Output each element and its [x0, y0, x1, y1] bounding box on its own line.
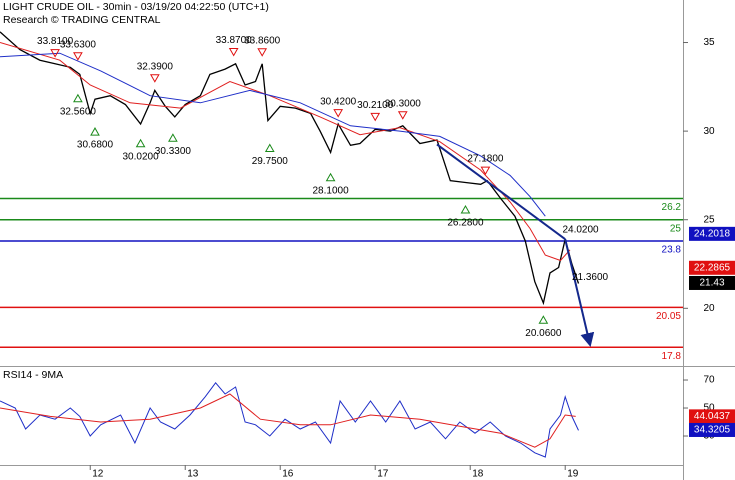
low-marker — [73, 93, 83, 103]
price-label: 21.3600 — [572, 272, 609, 283]
price-tag-label: 24.2018 — [694, 228, 731, 239]
y-tick-label: 25 — [703, 214, 715, 225]
price-tag — [689, 226, 735, 241]
high-label: 33.8600 — [244, 35, 281, 46]
low-marker — [135, 138, 146, 148]
y-tick-label: 20 — [703, 303, 715, 314]
price-label: 24.0200 — [562, 225, 599, 236]
x-tick-label: 17 — [377, 469, 389, 480]
series-line — [0, 52, 546, 217]
price-tag — [689, 422, 735, 437]
high-label: 32.3900 — [137, 61, 174, 72]
x-tick-label: 16 — [282, 469, 294, 480]
high-label: 30.4200 — [320, 96, 357, 107]
level-label: 17.8 — [662, 351, 682, 362]
low-label: 29.7500 — [252, 156, 289, 167]
y-tick-label: 50 — [703, 403, 715, 414]
high-label: 33.8700 — [216, 35, 253, 46]
high-label: 33.6300 — [60, 39, 97, 50]
low-marker — [168, 133, 178, 142]
chart-subtitle: Research © TRADING CENTRAL — [3, 14, 161, 26]
level-label: 26.2 — [662, 202, 682, 213]
low-marker — [325, 172, 336, 182]
rsi-title: RSI14 - 9MA — [3, 369, 63, 381]
high-label: 30.2100 — [357, 100, 394, 111]
price-tag-label: 44.0437 — [694, 411, 731, 422]
price-tag-label: 21.43 — [699, 278, 724, 289]
high-marker — [480, 166, 491, 176]
low-label: 26.2800 — [447, 218, 484, 229]
low-label: 32.5600 — [60, 106, 97, 117]
y-tick-label: 30 — [703, 126, 715, 137]
chart-title: LIGHT CRUDE OIL - 30min - 03/19/20 04:22… — [3, 1, 269, 13]
low-label: 30.6800 — [77, 140, 114, 151]
low-label: 30.3300 — [155, 146, 192, 157]
trend-line — [564, 238, 595, 347]
low-label: 30.0200 — [123, 151, 160, 162]
high-marker — [228, 48, 239, 57]
series-line — [0, 31, 580, 306]
price-tag — [689, 260, 735, 275]
x-tick-label: 19 — [567, 469, 579, 480]
high-label: 33.8100 — [37, 36, 74, 47]
price-tag — [689, 409, 735, 424]
price-tag-label: 34.3205 — [694, 425, 731, 436]
high-marker — [333, 109, 344, 118]
high-marker — [149, 74, 160, 83]
low-label: 28.1000 — [312, 185, 349, 196]
x-tick-label: 18 — [472, 469, 484, 480]
low-marker — [264, 143, 275, 153]
series-line — [0, 42, 571, 262]
level-label: 23.8 — [662, 245, 682, 256]
low-label: 20.0600 — [525, 328, 562, 339]
price-tag — [689, 275, 735, 290]
high-marker — [73, 52, 83, 61]
high-marker — [50, 49, 60, 58]
y-tick-label: 35 — [703, 37, 715, 48]
high-marker — [397, 111, 408, 120]
high-marker — [370, 112, 381, 122]
series-line — [0, 393, 576, 448]
price-tag-label: 22.2865 — [694, 262, 731, 273]
level-label: 25 — [670, 223, 682, 234]
x-tick-label: 12 — [92, 469, 104, 480]
high-marker — [257, 48, 268, 57]
y-tick-label: 70 — [703, 375, 715, 386]
level-label: 20.05 — [656, 311, 681, 322]
trend-line — [436, 143, 566, 241]
high-label: 27.1800 — [467, 154, 504, 165]
high-label: 30.3000 — [385, 98, 422, 109]
low-marker — [460, 205, 471, 214]
low-marker — [538, 315, 549, 324]
low-marker — [90, 127, 100, 136]
x-tick-label: 13 — [187, 469, 199, 480]
